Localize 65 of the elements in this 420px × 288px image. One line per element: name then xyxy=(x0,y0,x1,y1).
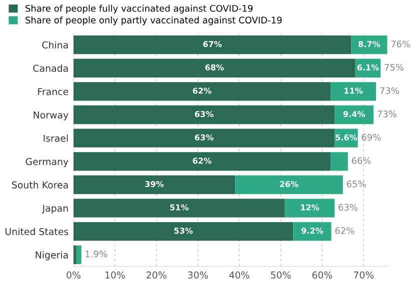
total-label: 69% xyxy=(362,134,381,141)
y-tick-label: Japan xyxy=(42,204,68,214)
data-label: 63% xyxy=(194,111,214,118)
bar xyxy=(334,105,374,124)
total-label: 66% xyxy=(352,157,371,164)
data-label: 53% xyxy=(174,228,193,234)
y-tick-label: Nigeria xyxy=(36,251,68,260)
bar xyxy=(74,35,352,54)
y-tick-label: Israel xyxy=(44,134,68,142)
data-label: 63% xyxy=(194,134,214,140)
total-label: 73% xyxy=(380,87,399,94)
y-tick-label: South Korea xyxy=(12,181,68,188)
y-tick-label: Norway xyxy=(34,111,68,120)
total-label: 62% xyxy=(335,227,354,234)
data-label: 67% xyxy=(203,41,222,48)
x-tick-label: 0% xyxy=(66,271,80,279)
x-tick-label: 60% xyxy=(312,271,332,279)
x-tick-label: 70% xyxy=(354,271,374,279)
bar xyxy=(351,35,388,54)
data-label: 68% xyxy=(205,64,224,70)
total-label: 75% xyxy=(384,64,404,71)
bar xyxy=(74,152,330,171)
total-label: 65% xyxy=(346,180,366,188)
bar xyxy=(235,175,343,194)
bar xyxy=(330,82,376,101)
bar xyxy=(74,245,76,264)
y-tick-label: China xyxy=(42,41,68,49)
x-tick-label: 30% xyxy=(188,271,208,279)
data-label: 62% xyxy=(192,158,212,164)
data-label: 62% xyxy=(192,88,212,94)
bar xyxy=(74,82,330,101)
y-tick-label: Canada xyxy=(33,64,68,72)
x-tick-label: 10% xyxy=(105,271,125,279)
x-tick-label: 40% xyxy=(229,271,250,279)
data-label: 9.2% xyxy=(301,228,324,234)
bar xyxy=(293,222,332,241)
data-label: 6.1% xyxy=(357,64,379,70)
total-label: 73% xyxy=(378,110,396,118)
bar xyxy=(74,105,335,124)
total-label: 1.9% xyxy=(86,250,108,258)
data-label: 51% xyxy=(170,204,189,210)
data-label: 5.6% xyxy=(336,134,358,140)
data-label: 12% xyxy=(301,204,320,210)
bar xyxy=(74,175,236,194)
data-label: 11% xyxy=(344,88,363,94)
bar xyxy=(284,198,335,218)
x-tick-label: 20% xyxy=(146,271,166,279)
legend-label: Share of people only partly vaccinated against COVID-19 xyxy=(26,16,282,26)
y-tick-label: United States xyxy=(6,228,68,236)
bar xyxy=(74,128,335,148)
bar xyxy=(74,198,285,218)
bar xyxy=(74,58,356,78)
legend-label: Share of people fully vaccinated against COVID-19 xyxy=(26,4,253,14)
bar xyxy=(74,222,294,241)
data-label: 39% xyxy=(145,180,164,188)
data-label: 9.4% xyxy=(343,111,366,118)
bar xyxy=(76,245,82,264)
total-label: 63% xyxy=(338,204,358,211)
y-tick-label: France xyxy=(38,88,68,96)
total-label: 76% xyxy=(391,40,410,48)
x-tick-label: 50% xyxy=(270,271,291,279)
bar xyxy=(330,152,348,171)
data-label: 26% xyxy=(280,180,298,188)
data-label: 8.7% xyxy=(358,41,380,48)
y-tick-label: Germany xyxy=(26,158,68,167)
